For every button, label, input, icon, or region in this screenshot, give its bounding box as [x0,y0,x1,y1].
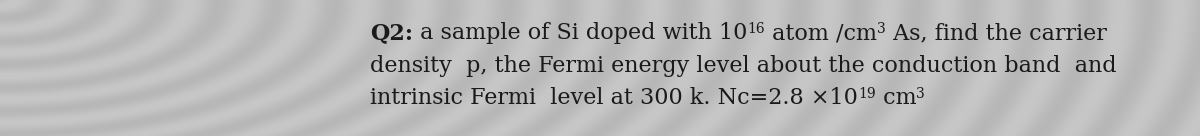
Text: 16: 16 [748,22,766,36]
Text: Q2:: Q2: [370,22,413,44]
Text: As, find the carrier: As, find the carrier [886,22,1106,44]
Text: intrinsic Fermi  level at 300 k. Nc=2.8 ×10: intrinsic Fermi level at 300 k. Nc=2.8 ×… [370,87,858,109]
Text: a sample of Si doped with 10: a sample of Si doped with 10 [413,22,748,44]
Text: atom /cm: atom /cm [766,22,877,44]
Text: 19: 19 [858,87,876,101]
Text: 3: 3 [877,22,886,36]
Text: density  p, the Fermi energy level about the conduction band  and: density p, the Fermi energy level about … [370,55,1117,77]
Text: cm: cm [876,87,916,109]
Text: 3: 3 [916,87,925,101]
